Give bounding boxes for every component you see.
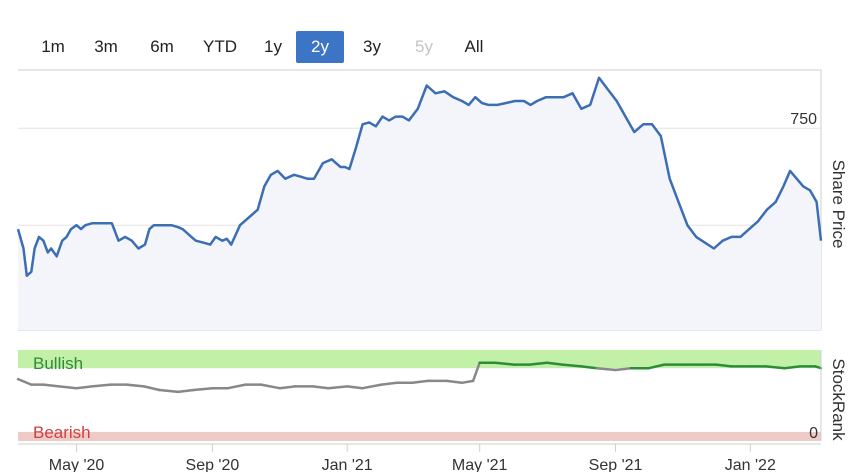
stockrank-segment	[595, 366, 617, 372]
stockrank-tick-label: 0	[809, 425, 818, 442]
stockrank-segment	[278, 385, 297, 390]
stockrank-segment	[327, 385, 349, 390]
price-axis-title: Share Price	[829, 160, 848, 249]
zone-bullish	[18, 350, 821, 369]
stockrank-segment	[460, 379, 475, 385]
stockrank-segment	[714, 363, 733, 368]
stockrank-panel: Bullish Bearish 0 StockRank	[16, 350, 848, 442]
range-button-2y[interactable]: 2y	[296, 31, 344, 63]
stockrank-segment	[259, 383, 282, 390]
range-button-1m[interactable]: 1m	[41, 37, 65, 56]
stockrank-segment	[493, 361, 516, 366]
stockrank-segment	[814, 365, 823, 370]
zone-label-bearish: Bearish	[33, 423, 91, 442]
x-tick-label: Sep '21	[589, 457, 643, 472]
x-tick-label: Sep '20	[186, 457, 240, 472]
range-button-3m[interactable]: 3m	[94, 37, 118, 56]
stockrank-segment	[57, 385, 78, 390]
range-button-6m[interactable]: 6m	[150, 37, 174, 56]
x-tick-label: May '20	[49, 457, 105, 472]
stockrank-segment	[580, 365, 599, 370]
zone-bearish	[18, 431, 821, 441]
stockrank-segment	[345, 385, 364, 390]
range-button-5y: 5y	[415, 37, 433, 56]
range-button-all[interactable]: All	[464, 37, 484, 56]
stockrank-segment	[411, 379, 430, 385]
stockrank-axis-title: StockRank	[829, 358, 848, 441]
range-button-3y[interactable]: 3y	[363, 37, 381, 56]
price-area	[18, 77, 821, 330]
stockrank-segment	[124, 383, 146, 388]
stockrank-segment	[42, 383, 61, 388]
price-tick-label: 750	[790, 111, 817, 128]
stockrank-segment	[545, 361, 564, 366]
x-tick-label: Jan '22	[725, 457, 776, 472]
stockrank-segment	[16, 377, 33, 386]
stockrank-segment	[783, 365, 802, 370]
range-button-1y[interactable]: 1y	[264, 37, 282, 56]
stockrank-segment	[380, 381, 399, 386]
stockrank-segment	[158, 388, 180, 394]
x-tick-label: Jan '21	[322, 457, 373, 472]
stockrank-segment	[226, 383, 247, 390]
x-tick-label: May '21	[452, 457, 508, 472]
stockrank-segment	[142, 385, 161, 392]
zone-label-bullish: Bullish	[33, 354, 83, 373]
stockrank-segment	[528, 361, 549, 366]
stockrank-segment	[75, 385, 94, 390]
stockrank-segment	[561, 363, 583, 368]
stockrank-segment	[361, 383, 383, 390]
range-button-ytd[interactable]: YTD	[203, 37, 237, 56]
stockrank-segment	[471, 361, 481, 383]
stockrank-segment	[192, 386, 214, 392]
stockrank-segment	[445, 379, 464, 385]
price-panel: 750500250Share Price	[16, 69, 848, 331]
stockrank-segment	[176, 388, 195, 394]
stockrank-segment	[614, 366, 633, 372]
stockrank-segment	[764, 365, 786, 370]
stockrank-segment	[647, 363, 666, 370]
stockrank-segment	[90, 383, 113, 388]
stockrank-segment	[311, 385, 330, 390]
x-axis: May '20 Sep '20 Jan '21 May '21 Sep '21 Jan '…	[18, 443, 821, 472]
